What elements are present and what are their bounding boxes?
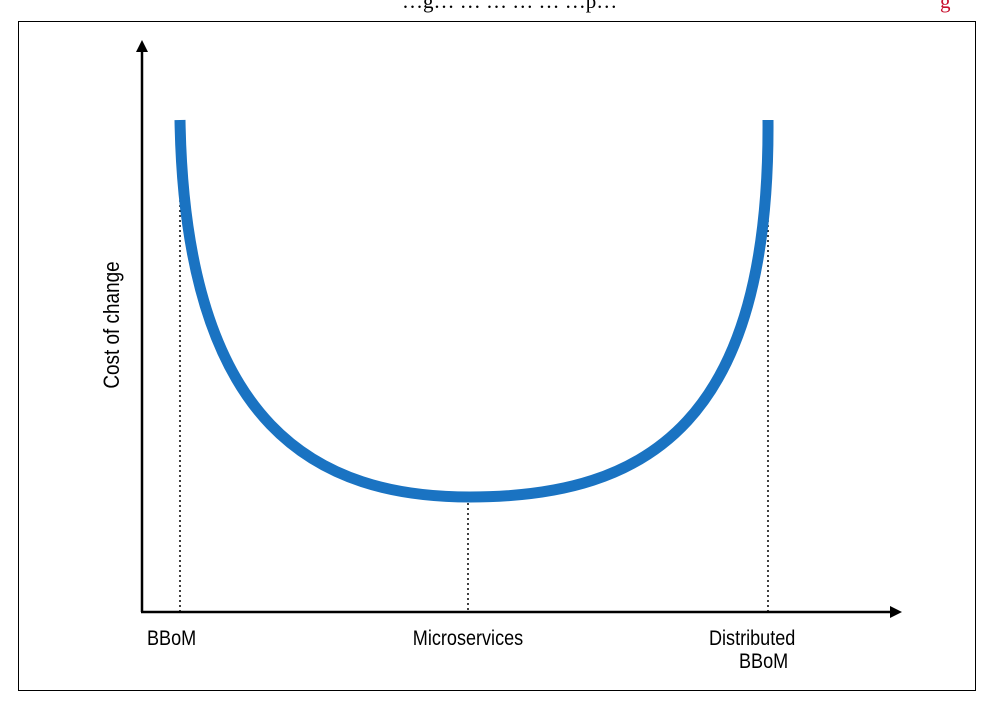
cropped-caption-strip: …g… … … … … …p… g — [0, 0, 994, 18]
cost-of-change-curve — [174, 119, 774, 503]
x-label-distributed-line1: Distributed — [709, 627, 796, 650]
cropped-caption-text: …g… … … … … …p… — [402, 0, 618, 13]
cropped-caption-link-text: g — [940, 0, 951, 13]
x-label-microservices: Microservices — [412, 627, 524, 650]
x-label-bbom: BBoM — [147, 627, 197, 650]
figure-frame — [18, 21, 976, 691]
x-label-distributed-line2: BBoM — [739, 650, 789, 673]
y-axis-label: Cost of change — [99, 261, 124, 389]
